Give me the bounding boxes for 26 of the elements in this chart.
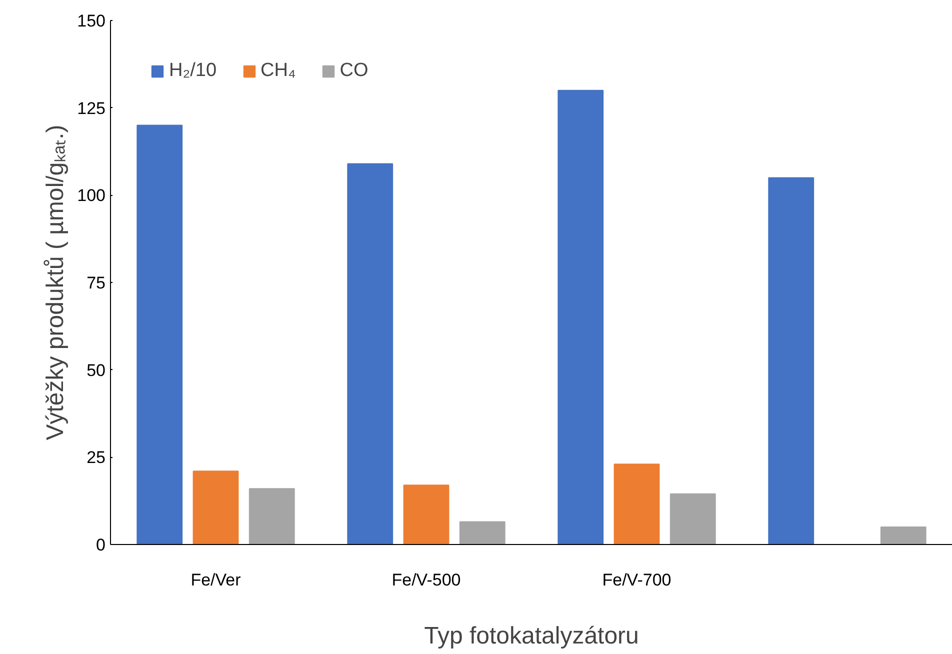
y-tick-label: 0 — [96, 536, 106, 554]
bar — [768, 177, 814, 544]
legend-label: CO — [340, 60, 368, 82]
bar — [670, 493, 716, 544]
bar — [347, 163, 394, 544]
y-tick-label: 75 — [86, 274, 106, 292]
legend-label: H₂/10 — [169, 60, 217, 82]
x-tick-label: Fe/Ver — [190, 570, 242, 590]
bar — [192, 470, 239, 544]
y-tick-label: 125 — [77, 98, 106, 118]
y-tick-label: 150 — [77, 12, 106, 30]
bar — [248, 488, 295, 544]
bar — [403, 484, 450, 544]
y-tick-label: 100 — [77, 186, 106, 206]
bar — [558, 90, 604, 544]
y-tick-label: 25 — [86, 448, 106, 468]
bar — [880, 526, 926, 544]
x-tick-label: Fe/V-500 — [392, 570, 461, 590]
bar — [459, 521, 506, 544]
x-axis-title: Typ fotokatalyzátoru — [424, 622, 639, 650]
x-tick-label: Fe/V-700 — [602, 570, 672, 590]
y-axis-title: Výtěžky produktů ( µmol/gₖₐₜ.) — [42, 124, 70, 440]
y-tick-label: 50 — [86, 360, 106, 380]
bar — [136, 124, 183, 544]
legend-label: CH₄ — [260, 60, 296, 82]
bar — [614, 464, 660, 544]
